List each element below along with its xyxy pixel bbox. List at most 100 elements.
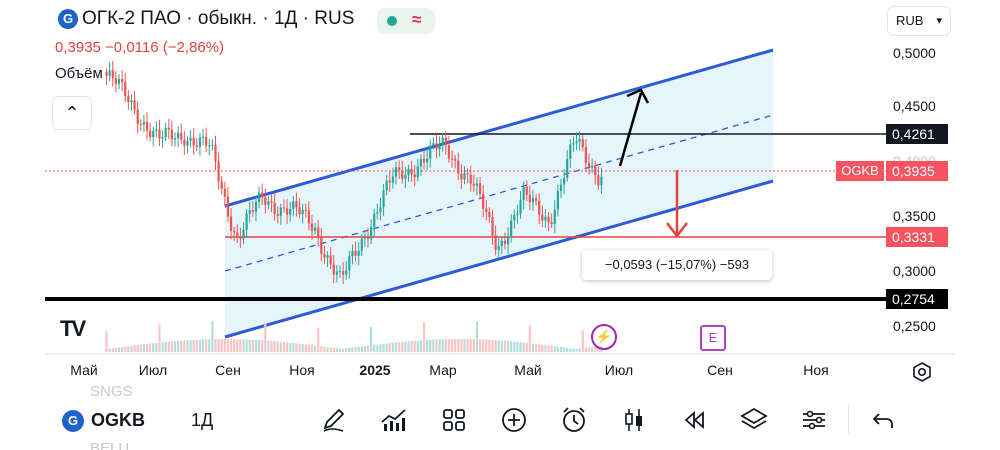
candle-body	[594, 165, 597, 176]
add-icon[interactable]	[499, 406, 529, 434]
candle-body	[108, 70, 111, 76]
candle-body	[167, 127, 170, 130]
candle-body	[332, 264, 335, 275]
y-tick: 0,2500	[893, 318, 936, 334]
volume-bar	[522, 342, 525, 352]
candle-body	[407, 168, 410, 176]
collapse-button[interactable]: ⌃	[52, 96, 92, 130]
down-arrow[interactable]	[666, 170, 688, 239]
last-price-tag: 0,3935	[886, 161, 948, 181]
indicators-icon[interactable]	[379, 406, 409, 434]
channel-lower-line[interactable]	[224, 179, 774, 339]
volume-bar	[317, 327, 320, 352]
volume-bar	[136, 344, 139, 352]
volume-bar	[254, 339, 258, 352]
candle-body	[438, 144, 441, 150]
volume-bar	[186, 340, 189, 352]
candle-body	[248, 210, 251, 214]
resistance-price-tag[interactable]: 0,4261	[886, 124, 948, 144]
candle-body	[531, 198, 535, 203]
volume-bar	[270, 340, 273, 352]
volume-bar	[295, 343, 298, 352]
channel-fill	[225, 50, 773, 337]
candle-body	[335, 271, 338, 275]
volume-bar	[245, 339, 248, 352]
volume-bar	[482, 339, 485, 352]
templates-icon[interactable]	[439, 406, 469, 434]
volume-bar	[211, 321, 214, 352]
symbol-button[interactable]: OGKB	[91, 410, 145, 430]
candle-body	[307, 210, 310, 224]
candle-body	[282, 207, 286, 209]
undo-icon[interactable]	[869, 406, 899, 434]
volume-bar	[587, 347, 591, 352]
replay-icon[interactable]	[679, 406, 709, 434]
candle-body	[338, 271, 342, 273]
candle-body	[472, 183, 475, 186]
up-arrow[interactable]	[618, 88, 650, 167]
channel-upper-line[interactable]	[224, 48, 774, 208]
dividend-event-icon[interactable]: ⚡	[591, 324, 617, 350]
currency-select[interactable]: RUB ▾	[887, 6, 951, 36]
earnings-event-icon[interactable]: E	[700, 325, 726, 351]
candle-body	[317, 227, 320, 238]
candle-body	[600, 176, 603, 186]
candle-body	[236, 232, 239, 238]
candle-body	[111, 70, 114, 79]
volume-bar	[121, 346, 124, 352]
volume-bar	[307, 344, 310, 352]
volume-bar	[563, 347, 566, 352]
y-tick: 0,5000	[893, 45, 936, 61]
volume-bar	[298, 343, 301, 352]
volume-bar	[538, 344, 541, 352]
candle-body	[500, 240, 503, 246]
volume-bar	[429, 339, 432, 352]
volume-bar	[304, 344, 307, 352]
candle-body	[587, 162, 591, 168]
volume-bar	[279, 341, 282, 352]
volume-bar	[363, 345, 366, 352]
candle-body	[457, 160, 460, 174]
volume-bar	[236, 339, 239, 352]
candle-body	[217, 161, 220, 182]
volume-bar	[273, 341, 276, 352]
target-price-tag[interactable]: 0,3331	[886, 227, 948, 247]
candle-body	[149, 130, 152, 138]
volume-bar	[438, 339, 441, 352]
symbol-title[interactable]: ОГК-2 ПАО · обыкн. · 1Д · RUS	[82, 8, 355, 29]
volume-label[interactable]: Объём	[55, 65, 103, 82]
candle-body	[285, 208, 289, 215]
layers-icon[interactable]	[739, 406, 769, 434]
volume-bar	[124, 346, 127, 352]
alert-icon[interactable]	[559, 406, 589, 434]
tradingview-logo[interactable]: TV	[60, 316, 86, 341]
volume-bar	[301, 344, 304, 352]
candle-body	[444, 137, 447, 146]
draw-icon[interactable]	[319, 406, 349, 434]
candle-body	[173, 138, 177, 140]
chart-settings-icon[interactable]	[910, 360, 934, 384]
candle-body	[105, 71, 108, 76]
candle-body	[429, 145, 432, 159]
bar-style-icon[interactable]	[619, 406, 649, 434]
settings-sliders-icon[interactable]	[799, 406, 829, 434]
volume-bar	[432, 339, 435, 352]
candle-body	[245, 213, 248, 230]
ghost-symbol: SNGS	[90, 383, 133, 400]
volume-bar	[466, 339, 469, 352]
support-price-tag[interactable]: 0,2754	[886, 289, 948, 309]
interval-button[interactable]: 1Д	[191, 410, 214, 430]
volume-bar	[205, 339, 208, 352]
candle-body	[441, 137, 444, 145]
currency-label: RUB	[896, 13, 924, 28]
volume-bar	[491, 339, 494, 352]
measure-label[interactable]: −0,0593 (−15,07%) −593	[582, 250, 772, 280]
volume-bar	[360, 346, 363, 352]
market-status-pill[interactable]: ≈	[377, 8, 435, 34]
volume-bar	[594, 346, 597, 352]
x-tick: Июл	[138, 362, 168, 378]
volume-bar	[584, 347, 587, 352]
channel-mid-line[interactable]	[224, 114, 774, 272]
candle-body	[584, 147, 587, 163]
